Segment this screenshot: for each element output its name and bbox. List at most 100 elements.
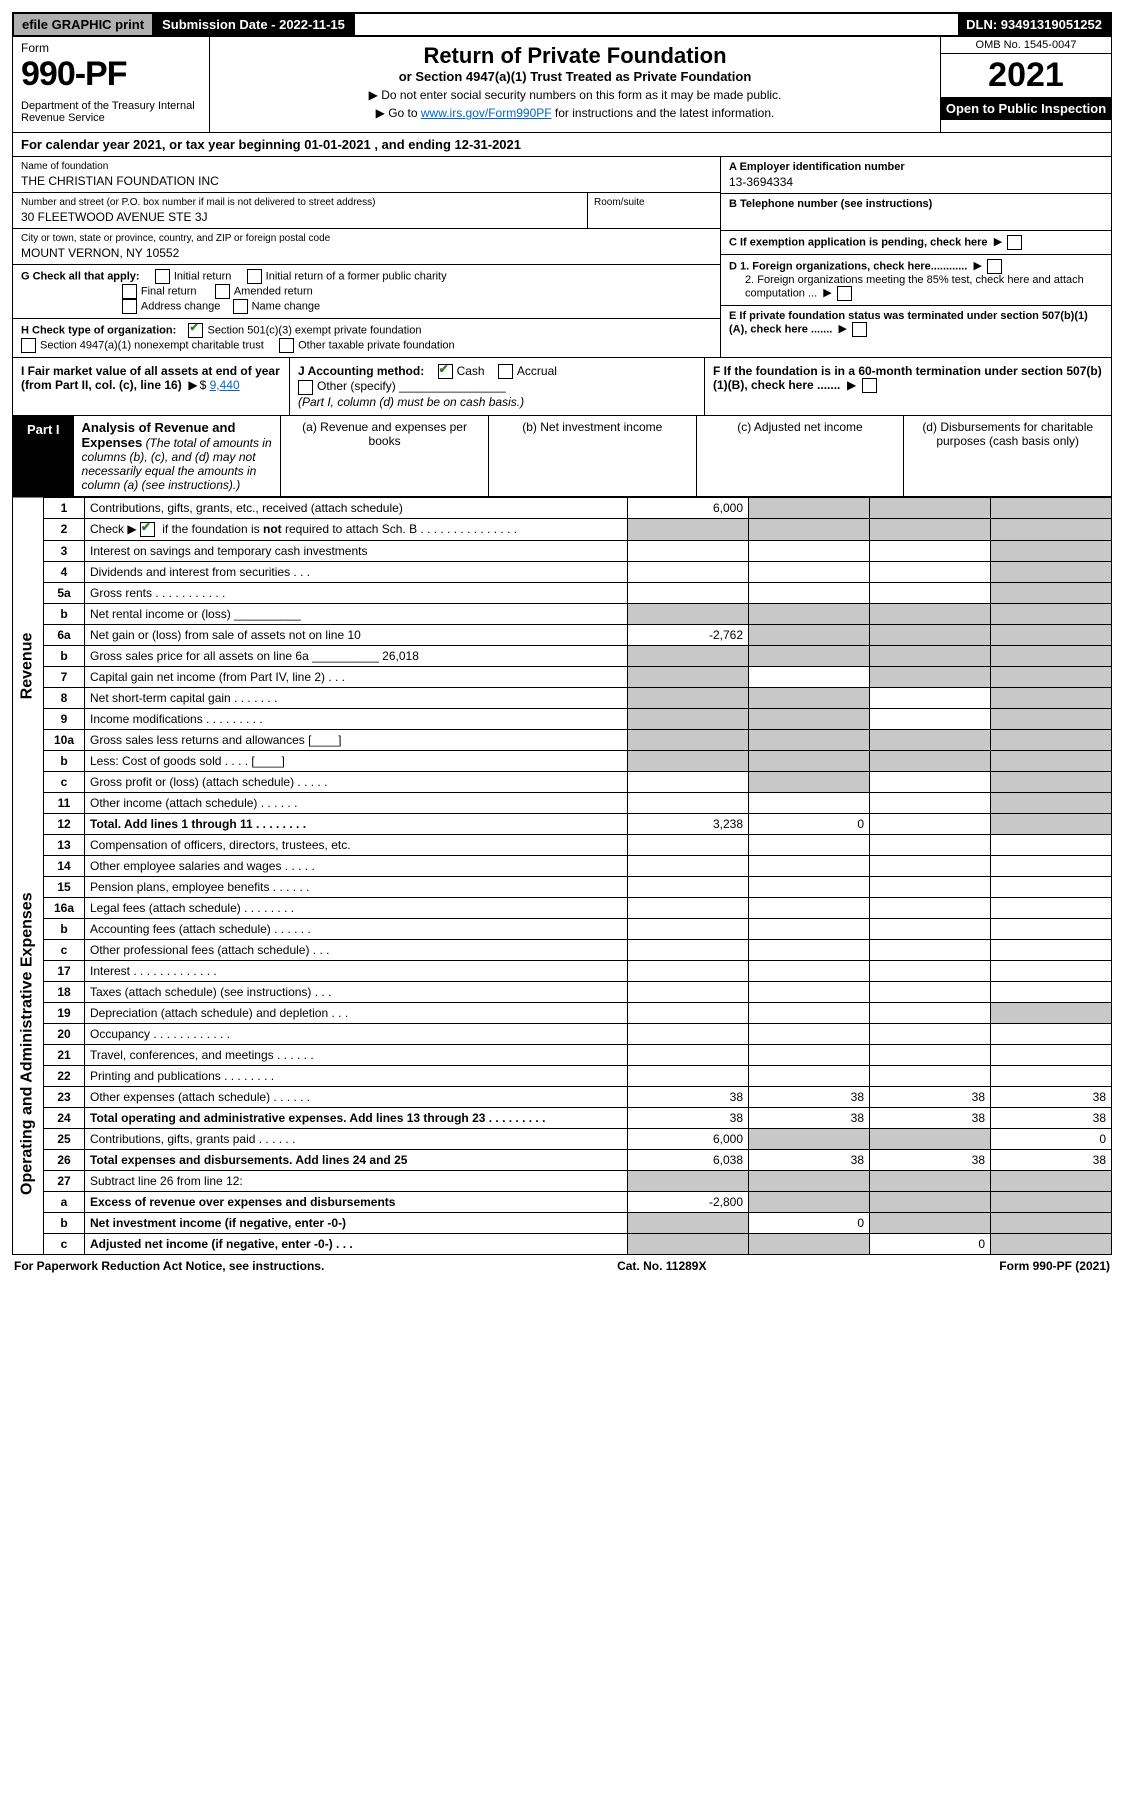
amount-cell <box>991 729 1112 750</box>
final-return-checkbox[interactable] <box>122 284 137 299</box>
c-cell: C If exemption application is pending, c… <box>721 231 1111 255</box>
amount-cell <box>991 981 1112 1002</box>
table-row: bNet rental income or (loss) __________ <box>13 603 1112 624</box>
part-1-label: Part I <box>13 416 74 496</box>
address-change-checkbox[interactable] <box>122 299 137 314</box>
amount-cell <box>628 834 749 855</box>
d1-label: D 1. Foreign organizations, check here..… <box>729 260 967 272</box>
name-change-checkbox[interactable] <box>233 299 248 314</box>
line-description: Contributions, gifts, grants paid . . . … <box>85 1128 628 1149</box>
e-label: E If private foundation status was termi… <box>729 310 1088 335</box>
table-row: 9Income modifications . . . . . . . . . <box>13 708 1112 729</box>
line-description: Net gain or (loss) from sale of assets n… <box>85 624 628 645</box>
line-description: Net short-term capital gain . . . . . . … <box>85 687 628 708</box>
form-title-block: Return of Private Foundation or Section … <box>210 37 940 132</box>
amount-cell <box>749 561 870 582</box>
amount-cell <box>628 981 749 1002</box>
amount-cell <box>749 855 870 876</box>
c-checkbox[interactable] <box>1007 235 1022 250</box>
other-method-checkbox[interactable] <box>298 380 313 395</box>
cash-checkbox[interactable] <box>438 364 453 379</box>
amount-cell <box>749 897 870 918</box>
amount-cell <box>628 771 749 792</box>
irs-link[interactable]: www.irs.gov/Form990PF <box>421 106 552 120</box>
part-1-desc: Analysis of Revenue and Expenses (The to… <box>74 416 281 496</box>
other-taxable-checkbox[interactable] <box>279 338 294 353</box>
amount-cell <box>991 708 1112 729</box>
amount-cell <box>870 876 991 897</box>
amount-cell: 38 <box>628 1086 749 1107</box>
line-number: b <box>44 645 85 666</box>
amount-cell <box>749 1044 870 1065</box>
topbar-spacer <box>355 22 958 28</box>
line-description: Net rental income or (loss) __________ <box>85 603 628 624</box>
table-row: 7Capital gain net income (from Part IV, … <box>13 666 1112 687</box>
line-number: 19 <box>44 1002 85 1023</box>
amount-cell <box>749 582 870 603</box>
d2-checkbox[interactable] <box>837 286 852 301</box>
foundation-name: THE CHRISTIAN FOUNDATION INC <box>21 174 712 188</box>
form-header: Form 990-PF Department of the Treasury I… <box>12 37 1112 133</box>
amount-cell <box>991 834 1112 855</box>
amount-cell <box>749 603 870 624</box>
initial-return-checkbox[interactable] <box>155 269 170 284</box>
amount-cell <box>870 1128 991 1149</box>
table-row: bAccounting fees (attach schedule) . . .… <box>13 918 1112 939</box>
4947a1-checkbox[interactable] <box>21 338 36 353</box>
amount-cell <box>749 750 870 771</box>
schb-checkbox[interactable] <box>140 522 155 537</box>
amount-cell <box>870 1023 991 1044</box>
amount-cell <box>870 939 991 960</box>
amount-cell <box>870 729 991 750</box>
amount-cell: 0 <box>749 1212 870 1233</box>
amount-cell: 38 <box>749 1086 870 1107</box>
amount-cell <box>870 1212 991 1233</box>
amount-cell <box>991 792 1112 813</box>
amount-cell <box>870 1065 991 1086</box>
f-checkbox[interactable] <box>862 378 877 393</box>
amended-return-checkbox[interactable] <box>215 284 230 299</box>
d1-checkbox[interactable] <box>987 259 1002 274</box>
part-1-header: Part I Analysis of Revenue and Expenses … <box>12 416 1112 497</box>
line-description: Less: Cost of goods sold . . . . [____] <box>85 750 628 771</box>
table-row: cGross profit or (loss) (attach schedule… <box>13 771 1112 792</box>
initial-former-checkbox[interactable] <box>247 269 262 284</box>
efile-graphic-button[interactable]: efile GRAPHIC print <box>14 14 154 35</box>
amount-cell <box>870 624 991 645</box>
amount-cell <box>991 1065 1112 1086</box>
ein-cell: A Employer identification number 13-3694… <box>721 157 1111 194</box>
amount-cell <box>749 1002 870 1023</box>
amount-cell <box>628 897 749 918</box>
501c3-checkbox[interactable] <box>188 323 203 338</box>
amount-cell <box>628 1065 749 1086</box>
entity-right-col: A Employer identification number 13-3694… <box>720 157 1111 357</box>
line-number: 3 <box>44 540 85 561</box>
g-opt-2: Final return <box>141 285 197 297</box>
revenue-side-label: Revenue <box>13 497 44 834</box>
table-row: 17Interest . . . . . . . . . . . . . <box>13 960 1112 981</box>
line-description: Legal fees (attach schedule) . . . . . .… <box>85 897 628 918</box>
amount-cell <box>749 939 870 960</box>
amount-cell <box>749 729 870 750</box>
d2-label: 2. Foreign organizations meeting the 85%… <box>745 274 1084 299</box>
line-description: Occupancy . . . . . . . . . . . . <box>85 1023 628 1044</box>
line-description: Subtract line 26 from line 12: <box>85 1170 628 1191</box>
amount-cell <box>628 603 749 624</box>
accrual-checkbox[interactable] <box>498 364 513 379</box>
line-description: Taxes (attach schedule) (see instruction… <box>85 981 628 1002</box>
amount-cell <box>749 624 870 645</box>
submission-date: Submission Date - 2022-11-15 <box>154 14 355 35</box>
line-number: 15 <box>44 876 85 897</box>
amount-cell <box>870 981 991 1002</box>
table-row: 6aNet gain or (loss) from sale of assets… <box>13 624 1112 645</box>
department-label: Department of the Treasury Internal Reve… <box>21 100 201 124</box>
e-checkbox[interactable] <box>852 322 867 337</box>
j-other: Other (specify) <box>317 379 396 393</box>
amount-cell <box>749 1128 870 1149</box>
line-number: 20 <box>44 1023 85 1044</box>
fmv-link[interactable]: 9,440 <box>210 378 240 392</box>
amount-cell <box>749 771 870 792</box>
line-description: Gross sales less returns and allowances … <box>85 729 628 750</box>
amount-cell <box>991 750 1112 771</box>
amount-cell <box>870 1170 991 1191</box>
